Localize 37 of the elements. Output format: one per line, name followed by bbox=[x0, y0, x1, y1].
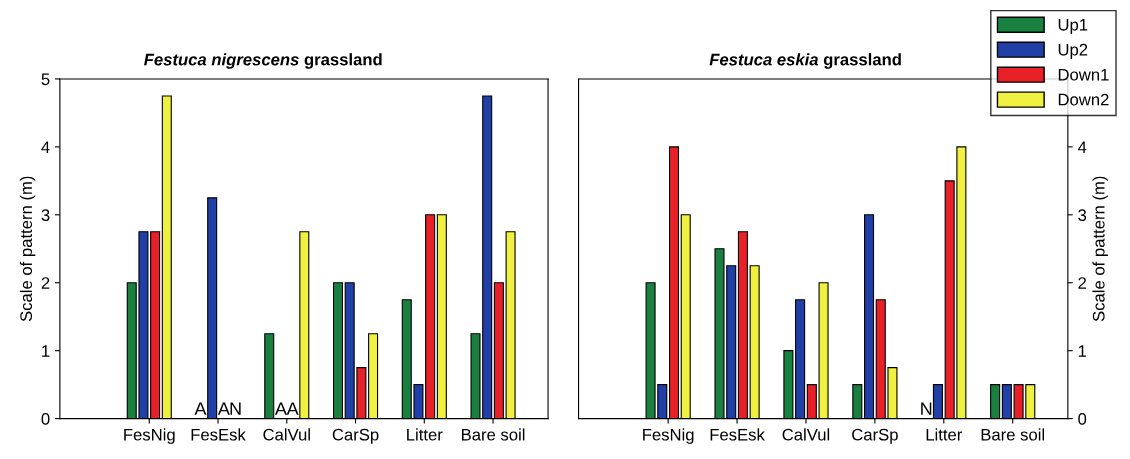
x-tick-label: FesNig bbox=[643, 428, 694, 444]
y-tick-label: 3 bbox=[1078, 209, 1087, 222]
y-tick-label: 3 bbox=[41, 209, 50, 222]
x-tick-label: CalVul bbox=[782, 428, 830, 441]
x-tick-label: FesNig bbox=[124, 428, 175, 444]
text: A bbox=[217, 402, 230, 415]
x-tick-label: Bare soil bbox=[981, 428, 1045, 441]
y-axis-title: Scale of pattern (m) bbox=[1092, 176, 1108, 322]
x-tick-label: Litter bbox=[926, 428, 963, 441]
legend-label: Down2 bbox=[1058, 93, 1109, 106]
legend-label: Up2 bbox=[1058, 43, 1088, 59]
x-tick-label: Litter bbox=[407, 428, 443, 441]
chart-title: Festuca eskia grassland bbox=[709, 53, 901, 69]
text: A bbox=[194, 402, 207, 415]
y-tick-label: 4 bbox=[41, 141, 50, 153]
text: A bbox=[286, 402, 299, 415]
y-axis-title: Scale of pattern (m) bbox=[19, 176, 36, 322]
legend-label: Up1 bbox=[1058, 19, 1088, 34]
y-tick-label: 2 bbox=[1078, 277, 1086, 289]
text: N bbox=[921, 402, 932, 415]
x-tick-label: FesEsk bbox=[191, 428, 246, 441]
x-tick-label: CarSp bbox=[852, 428, 898, 444]
chart-title: Festuca nigrescens grassland bbox=[144, 53, 382, 69]
x-tick-label: FesEsk bbox=[710, 428, 765, 441]
text: N bbox=[230, 402, 241, 415]
y-tick-label: 1 bbox=[1078, 345, 1087, 357]
legend-label: Down1 bbox=[1058, 68, 1109, 81]
text: A bbox=[274, 402, 287, 415]
x-tick-label: CarSp bbox=[332, 428, 379, 444]
y-tick-label: 4 bbox=[1077, 141, 1087, 153]
y-tick-label: 0 bbox=[1078, 413, 1087, 425]
y-tick-label: 1 bbox=[42, 345, 50, 357]
y-tick-label: 5 bbox=[41, 73, 50, 86]
x-tick-label: Bare soil bbox=[461, 428, 525, 441]
y-tick-label: 2 bbox=[41, 277, 50, 289]
x-tick-label: CalVul bbox=[263, 428, 310, 441]
y-tick-label: 0 bbox=[41, 413, 50, 425]
